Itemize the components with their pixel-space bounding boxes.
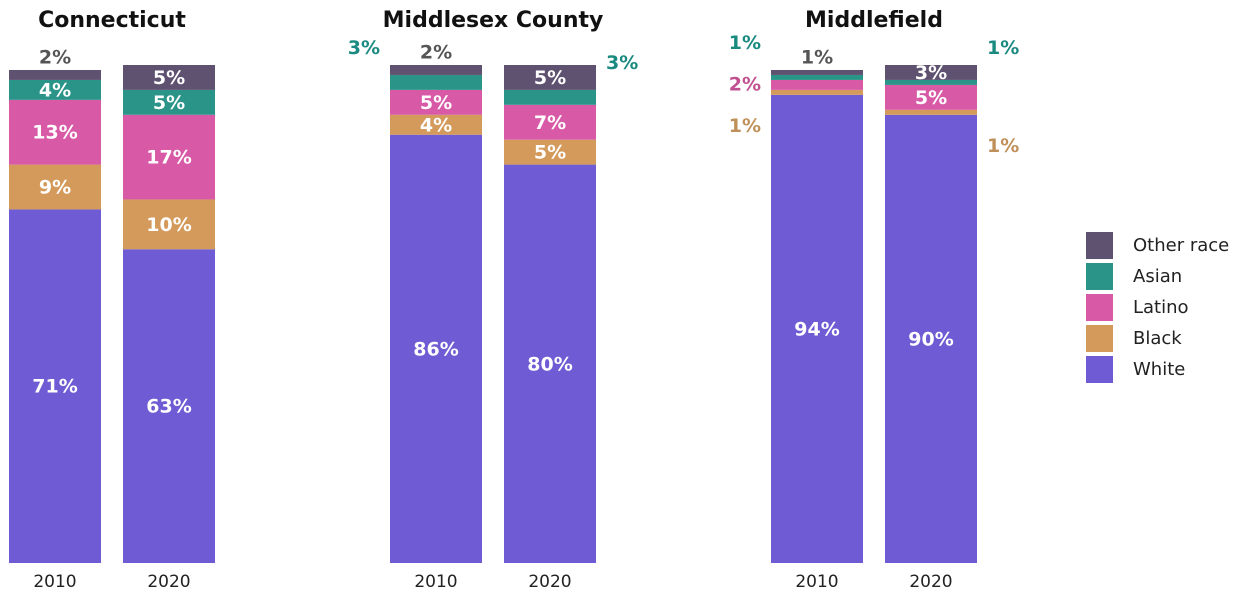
value-label: 2% [39, 46, 71, 68]
legend-label: White [1133, 359, 1185, 380]
value-label: 5% [534, 67, 566, 89]
x-tick-label: 2020 [528, 572, 571, 592]
value-label: 5% [153, 67, 185, 89]
panel-title: Connecticut [38, 8, 186, 33]
bar-segment [123, 65, 215, 90]
bar-segment [885, 79, 977, 85]
bar-segment [390, 74, 482, 90]
bar-segment [390, 65, 482, 75]
value-label: 90% [908, 328, 953, 350]
legend-label: Black [1133, 328, 1182, 349]
value-label: 4% [420, 114, 452, 136]
value-label: 5% [420, 92, 452, 114]
bar-segment [123, 89, 215, 115]
bar-segment [504, 104, 596, 140]
bar-segment [771, 94, 863, 563]
bar-segment [9, 99, 101, 165]
legend-label: Other race [1133, 235, 1229, 256]
bar-segment [771, 74, 863, 80]
legend-swatch [1086, 325, 1113, 352]
legend-swatch [1086, 232, 1113, 259]
legend-label: Latino [1133, 297, 1189, 318]
bar-segment [9, 79, 101, 100]
bar-segment [9, 209, 101, 564]
bar-segment [390, 134, 482, 563]
value-label: 5% [153, 92, 185, 114]
x-tick-label: 2010 [33, 572, 76, 592]
bar-segment [123, 249, 215, 563]
x-tick-label: 2020 [147, 572, 190, 592]
bar-segment [504, 65, 596, 90]
value-label: 7% [534, 112, 566, 134]
bar-segment [771, 89, 863, 95]
bar-segment [504, 139, 596, 165]
x-tick-label: 2010 [795, 572, 838, 592]
value-label: 80% [527, 353, 572, 375]
value-label: 71% [32, 376, 77, 398]
bar-segment [771, 79, 863, 90]
legend-swatch [1086, 263, 1113, 290]
value-label: 5% [915, 87, 947, 109]
value-label: 13% [32, 122, 77, 144]
value-label: 17% [146, 147, 191, 169]
bar-segment [390, 89, 482, 115]
value-label: 9% [39, 177, 71, 199]
value-label: 5% [534, 142, 566, 164]
legend-swatch [1086, 294, 1113, 321]
x-tick-label: 2020 [909, 572, 952, 592]
value-label: 1% [987, 135, 1019, 157]
bar-segment [504, 89, 596, 105]
x-tick-label: 2010 [414, 572, 457, 592]
legend-swatch [1086, 356, 1113, 383]
bar-segment [885, 109, 977, 115]
value-label: 3% [915, 62, 947, 84]
value-label: 2% [420, 42, 452, 64]
value-label: 4% [39, 79, 71, 101]
legend-label: Asian [1133, 266, 1182, 287]
bar-segment [9, 69, 101, 80]
bar-segment [885, 114, 977, 564]
bar-segment [123, 199, 215, 250]
value-label: 1% [801, 46, 833, 68]
value-label: 10% [146, 214, 191, 236]
bar-segment [504, 164, 596, 563]
value-label: 94% [794, 318, 839, 340]
value-label: 63% [146, 396, 191, 418]
value-label: 1% [729, 115, 761, 137]
value-label: 1% [729, 32, 761, 54]
panel-title: Middlesex County [383, 8, 604, 33]
bar-segment [9, 164, 101, 210]
value-label: 3% [606, 52, 638, 74]
bar-segment [885, 84, 977, 110]
bar-segment [771, 69, 863, 75]
value-label: 86% [413, 338, 458, 360]
value-label: 1% [987, 37, 1019, 59]
panel-title: Middlefield [805, 8, 943, 33]
bar-segment [390, 114, 482, 135]
bar-segment [123, 114, 215, 200]
bar-segment [885, 65, 977, 80]
value-label: 2% [729, 73, 761, 95]
value-label: 3% [348, 37, 380, 59]
